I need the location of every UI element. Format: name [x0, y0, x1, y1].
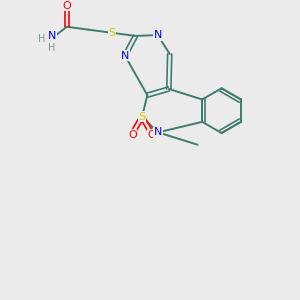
Text: O: O	[147, 130, 156, 140]
Text: N: N	[154, 30, 162, 40]
Text: N: N	[121, 51, 129, 61]
Text: N: N	[154, 128, 162, 137]
Text: N: N	[48, 31, 56, 41]
Text: S: S	[138, 112, 146, 122]
Text: H: H	[48, 43, 56, 53]
Text: H: H	[38, 34, 45, 44]
Text: S: S	[108, 28, 115, 38]
Text: O: O	[62, 1, 71, 11]
Text: O: O	[128, 130, 137, 140]
